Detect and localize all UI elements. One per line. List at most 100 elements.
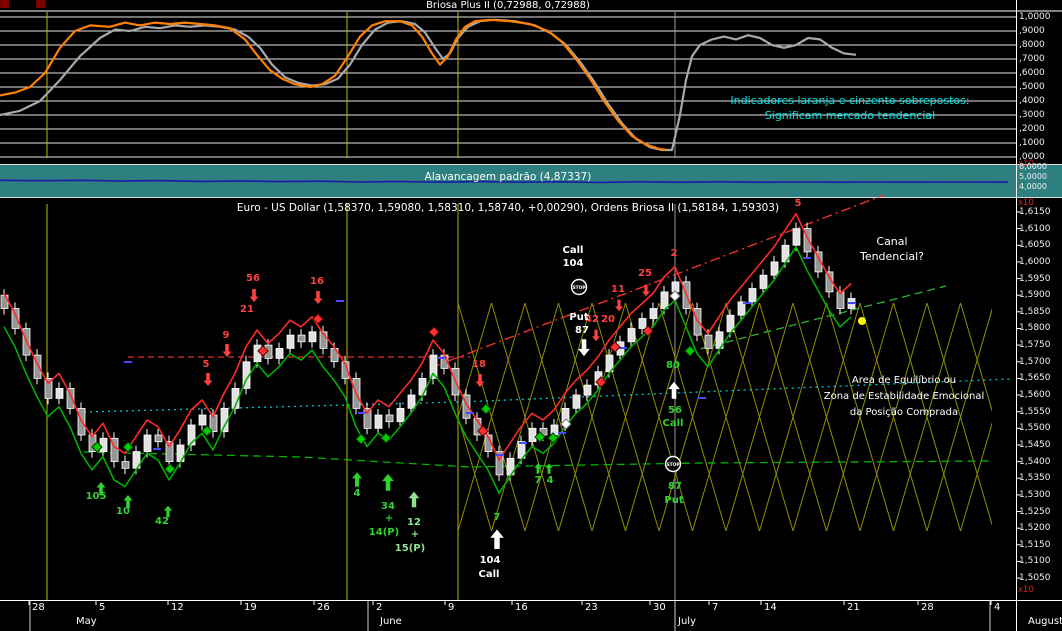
price-label: 4,0000 bbox=[1019, 182, 1047, 191]
signal-diamond bbox=[477, 425, 489, 437]
signal-label: 5 bbox=[795, 198, 802, 209]
signal-label: Call bbox=[563, 245, 584, 256]
candle-body bbox=[770, 261, 779, 276]
signal-diamond bbox=[164, 463, 176, 475]
candle-body bbox=[803, 228, 812, 253]
candle-body bbox=[165, 441, 174, 463]
window-marker-icon bbox=[0, 0, 9, 8]
candle-body bbox=[792, 228, 801, 246]
signal-diamond bbox=[355, 433, 367, 445]
price-label: ,3000 bbox=[1019, 110, 1045, 120]
price-label: 1,5500 bbox=[1019, 423, 1051, 434]
candle-body bbox=[671, 281, 680, 293]
signal-diamond bbox=[595, 376, 607, 388]
axis-multiplier: x10 bbox=[1018, 585, 1034, 595]
candle-body bbox=[748, 288, 757, 303]
candle-body bbox=[704, 334, 713, 349]
axis-multiplier: x10 bbox=[1018, 159, 1034, 169]
signal-label: 12 bbox=[407, 517, 421, 528]
stop-sign-label: STOP bbox=[572, 285, 586, 291]
gray-indicator-line bbox=[0, 18, 857, 152]
price-label: ,9000 bbox=[1019, 26, 1045, 36]
signal-diamond bbox=[312, 313, 324, 325]
candle-body bbox=[66, 387, 75, 409]
signal-diamond bbox=[122, 441, 134, 453]
channel-annotation-line1: Canal bbox=[876, 235, 908, 248]
signal-label: 14(P) bbox=[369, 527, 399, 538]
signal-label: 105 bbox=[86, 491, 107, 502]
signal-label: 9 bbox=[223, 330, 230, 341]
up-arrow bbox=[490, 529, 504, 549]
signal-label: 18 bbox=[472, 359, 486, 370]
price-label: 1,5700 bbox=[1019, 356, 1051, 367]
price-label: ,4000 bbox=[1019, 96, 1045, 106]
trend-note-line2: Significam mercado tendencial bbox=[764, 109, 936, 122]
signal-label: 20 bbox=[601, 314, 615, 325]
candle-body bbox=[385, 414, 394, 423]
candle-body bbox=[198, 414, 207, 426]
signal-diamond bbox=[669, 290, 681, 302]
candle-body bbox=[572, 394, 581, 409]
price-label: 1,0000 bbox=[1019, 12, 1051, 22]
candle-body bbox=[737, 301, 746, 316]
signal-diamond bbox=[201, 425, 213, 437]
signal-label: 7 bbox=[494, 512, 501, 523]
price-label: ,8000 bbox=[1019, 40, 1045, 50]
window-marker-icon bbox=[36, 0, 45, 8]
upper-envelope-line bbox=[3, 212, 852, 461]
trend-note-line1: Indicadores laranja e cinzento sobrepost… bbox=[730, 94, 970, 107]
signal-label: 56 bbox=[246, 273, 260, 284]
week-label: 28 bbox=[921, 602, 934, 613]
equilibrium-annotation-line2: Zona de Estabilidade Emocional bbox=[823, 391, 985, 402]
candle-body bbox=[462, 394, 471, 419]
signal-label: 80 bbox=[666, 360, 680, 371]
candle-body bbox=[187, 424, 196, 446]
stop-sign bbox=[664, 455, 682, 473]
signal-label: 87 bbox=[575, 325, 589, 336]
signal-label: 7 bbox=[535, 475, 542, 486]
signal-label: 4 bbox=[547, 475, 554, 486]
price-label: 1,5150 bbox=[1019, 539, 1051, 550]
price-label: 1,5450 bbox=[1019, 439, 1051, 450]
week-label: 4 bbox=[994, 602, 1001, 613]
week-label: 5 bbox=[99, 602, 106, 613]
price-label: ,1000 bbox=[1019, 138, 1045, 148]
signal-diamond bbox=[642, 325, 654, 337]
signal-label: 15(P) bbox=[395, 543, 425, 554]
week-label: 26 bbox=[317, 602, 330, 613]
orange-indicator-line bbox=[0, 18, 667, 152]
price-label: 1,5350 bbox=[1019, 473, 1051, 484]
candle-body bbox=[275, 347, 284, 359]
candle-body bbox=[418, 377, 427, 396]
month-label: June bbox=[380, 616, 402, 627]
signal-diamond bbox=[534, 431, 546, 443]
price-label: ,0000 bbox=[1019, 152, 1045, 162]
down-arrow bbox=[249, 289, 259, 302]
candle-body bbox=[660, 291, 669, 309]
week-label: 28 bbox=[32, 602, 45, 613]
price-label: 1,5200 bbox=[1019, 523, 1051, 534]
signal-label: + bbox=[411, 529, 419, 540]
candle-body bbox=[495, 451, 504, 476]
down-arrow bbox=[475, 374, 485, 387]
week-label: 2 bbox=[376, 602, 383, 613]
month-label: August bbox=[1028, 616, 1062, 627]
equilibrium-annotation-line3: da Posição Comprada bbox=[849, 407, 959, 418]
signal-diamond bbox=[609, 341, 621, 353]
price-label: 1,5800 bbox=[1019, 323, 1051, 334]
main-chart-title: Euro - US Dollar (1,58370, 1,59080, 1,58… bbox=[236, 202, 780, 214]
price-label: 1,5550 bbox=[1019, 406, 1051, 417]
candle-body bbox=[209, 414, 218, 433]
candle-body bbox=[121, 461, 130, 469]
price-label: 1,5400 bbox=[1019, 456, 1051, 467]
candle-body bbox=[814, 251, 823, 273]
price-label: 1,5300 bbox=[1019, 489, 1051, 500]
leverage-line bbox=[0, 179, 1009, 184]
down-arrow bbox=[615, 299, 623, 312]
up-arrow bbox=[545, 463, 553, 474]
price-label: 1,5250 bbox=[1019, 506, 1051, 517]
candle-body bbox=[638, 318, 647, 329]
candle-body bbox=[55, 387, 64, 399]
week-label: 7 bbox=[712, 602, 719, 613]
